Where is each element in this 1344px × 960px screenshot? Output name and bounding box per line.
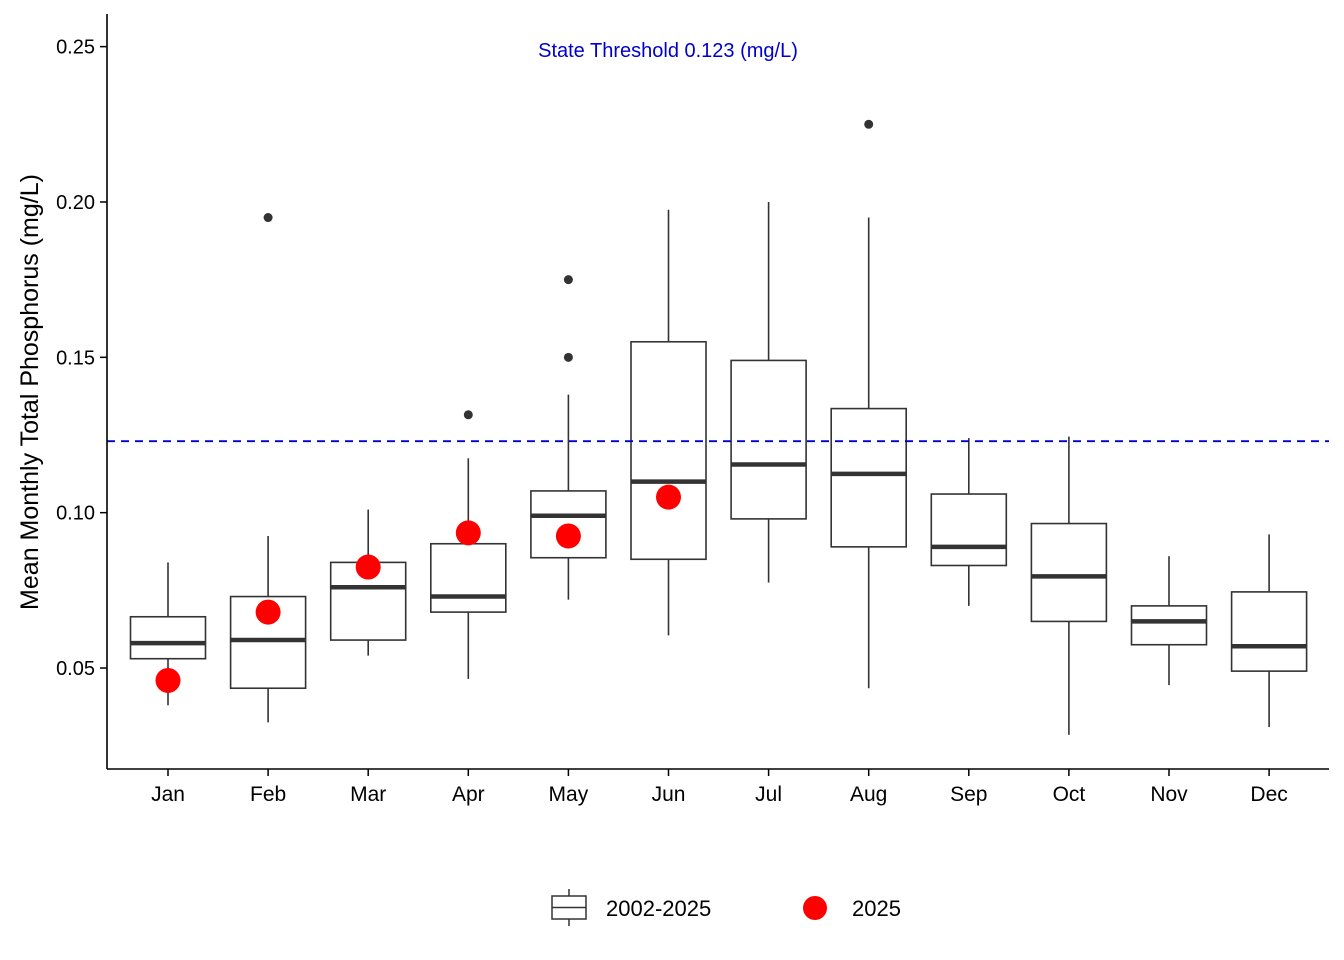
box-dec: [1230, 534, 1308, 728]
box-sep: [930, 438, 1008, 606]
y-axis-label: Mean Monthly Total Phosphorus (mg/L): [16, 174, 44, 610]
box-body: [1030, 522, 1108, 623]
legend: 2002-2025 2025: [551, 889, 901, 926]
x-tick-label: Mar: [350, 783, 386, 806]
y-tick-label: 0.10: [56, 503, 95, 525]
box-jul: [730, 201, 807, 583]
box-aug: [830, 119, 908, 689]
x-tick-label: Oct: [1053, 783, 1086, 806]
outlier-point: [263, 213, 273, 223]
box-oct: [1030, 436, 1108, 735]
legend-point-key: [803, 896, 827, 920]
box-jun: [630, 209, 707, 636]
outlier-point: [563, 275, 573, 285]
x-tick-label: Apr: [452, 783, 485, 806]
box-feb: [229, 213, 307, 723]
box-body: [1130, 605, 1208, 646]
point-2025-jan: [155, 667, 181, 693]
y-tick-label: 0.15: [56, 347, 95, 369]
box-body: [429, 542, 507, 613]
y-tick-label: 0.20: [56, 192, 95, 214]
box-may: [530, 275, 607, 600]
x-tick-label: Jul: [755, 783, 782, 806]
legend-box-key: [551, 889, 587, 926]
point-2025-may: [555, 523, 581, 549]
legend-label-point: 2025: [852, 896, 901, 921]
point-2025-mar: [355, 554, 381, 580]
box-body: [630, 340, 707, 561]
outlier-point: [864, 119, 874, 129]
box-body: [930, 493, 1008, 567]
point-2025-jun: [656, 484, 681, 510]
y-tick-label: 0.05: [56, 658, 95, 680]
threshold-label: State Threshold 0.123 (mg/L): [538, 40, 798, 62]
box-body: [830, 407, 908, 548]
x-tick-label: Feb: [250, 783, 286, 806]
box-nov: [1130, 556, 1208, 686]
y-tick-label: 0.25: [56, 37, 95, 59]
x-tick-label: May: [549, 783, 589, 806]
box-body: [730, 359, 807, 520]
point-2025-feb: [255, 599, 281, 625]
legend-label-box: 2002-2025: [606, 896, 711, 921]
point-2025-apr: [455, 520, 481, 546]
box-body: [1230, 591, 1308, 672]
x-tick-label: Nov: [1150, 783, 1188, 806]
box-body: [229, 595, 307, 690]
axes: 0.05 0.10 0.15 0.20 0.25 Jan Feb Mar Apr May Jun Ju…: [56, 14, 1329, 806]
x-tick-label: Aug: [850, 783, 887, 806]
x-tick-label: Jun: [652, 783, 686, 806]
box-jan: [129, 562, 207, 706]
plot-area: [107, 119, 1329, 735]
x-tick-label: Jan: [151, 783, 185, 806]
outlier-point: [463, 410, 473, 420]
x-tick-label: Dec: [1250, 783, 1287, 806]
box-body: [129, 615, 207, 660]
x-tick-label: Sep: [950, 783, 987, 806]
box-mar: [329, 509, 407, 656]
outlier-point: [563, 352, 573, 362]
